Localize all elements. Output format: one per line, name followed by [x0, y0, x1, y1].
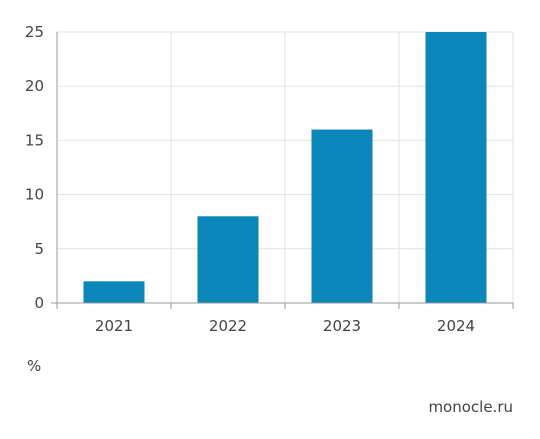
x-tick-label: 2024: [437, 317, 475, 335]
bar-chart: 0 5 10 15 20 25 2021 2022 2023 2024: [25, 23, 514, 335]
bar-2023: [311, 129, 373, 303]
unit-label: %: [27, 357, 42, 375]
x-tick-labels: 2021 2022 2023 2024: [95, 317, 475, 335]
x-tick-label: 2023: [323, 317, 361, 335]
source-credit: monocle.ru: [428, 398, 513, 416]
bars: [83, 32, 487, 303]
axes: [51, 32, 514, 309]
y-tick-label: 5: [34, 240, 44, 258]
y-tick-labels: 0 5 10 15 20 25: [25, 23, 44, 312]
y-tick-label: 15: [25, 131, 44, 149]
y-tick-label: 10: [25, 186, 44, 204]
y-tick-label: 25: [25, 23, 44, 41]
bar-2021: [83, 281, 145, 303]
x-tick-label: 2022: [209, 317, 247, 335]
y-tick-label: 20: [25, 77, 44, 95]
x-tick-label: 2021: [95, 317, 133, 335]
bar-2024: [425, 32, 487, 303]
bar-2022: [197, 216, 259, 303]
y-tick-label: 0: [34, 294, 44, 312]
grid: [57, 31, 514, 303]
